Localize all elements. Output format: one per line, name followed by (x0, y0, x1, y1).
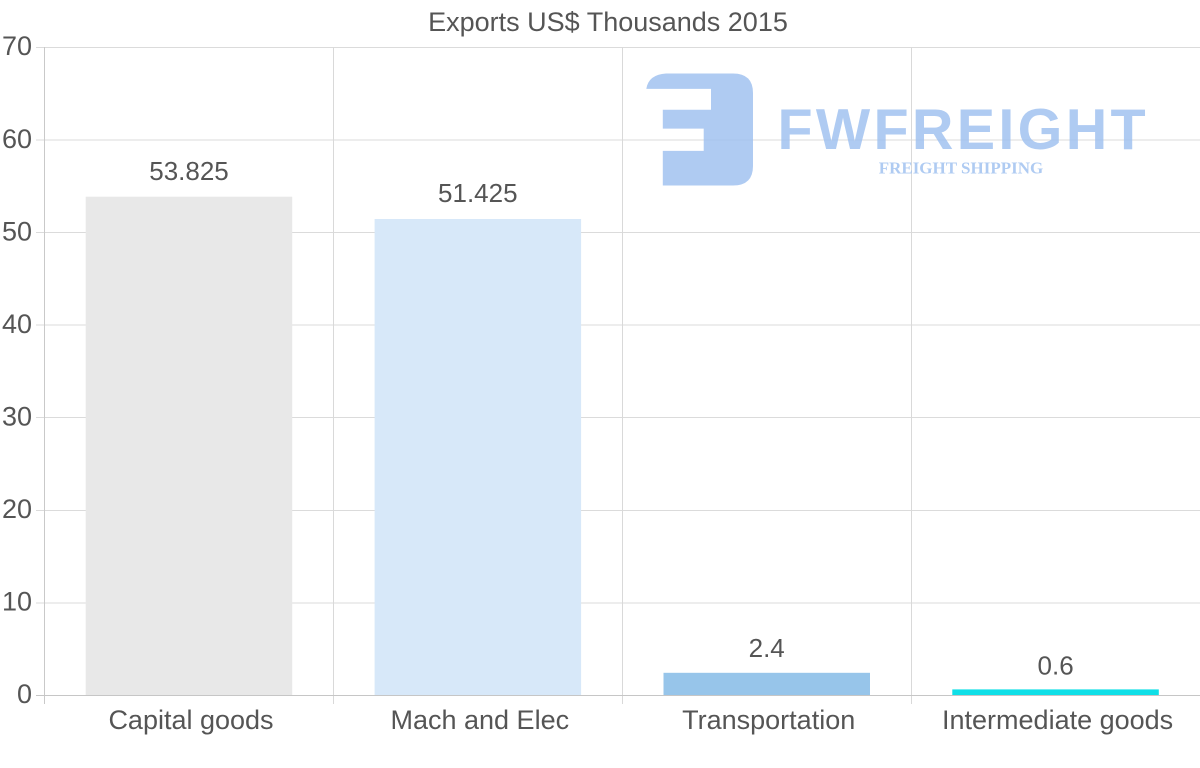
svg-text:10: 10 (2, 587, 32, 617)
svg-text:0.6: 0.6 (1038, 651, 1074, 681)
svg-text:Exports US$ Thousands 2015: Exports US$ Thousands 2015 (428, 7, 788, 37)
svg-text:50: 50 (2, 216, 32, 246)
svg-text:Mach and Elec: Mach and Elec (390, 705, 569, 735)
svg-text:Intermediate goods: Intermediate goods (942, 705, 1173, 735)
svg-text:FREIGHT SHIPPING: FREIGHT SHIPPING (879, 159, 1044, 178)
svg-text:Transportation: Transportation (682, 705, 855, 735)
svg-text:51.425: 51.425 (438, 178, 518, 208)
svg-text:40: 40 (2, 309, 32, 339)
svg-text:53.825: 53.825 (149, 156, 229, 186)
svg-text:0: 0 (17, 679, 32, 709)
svg-text:20: 20 (2, 494, 32, 524)
svg-text:70: 70 (2, 31, 32, 61)
svg-text:Capital goods: Capital goods (108, 705, 273, 735)
svg-text:60: 60 (2, 124, 32, 154)
svg-text:2.4: 2.4 (749, 633, 785, 663)
svg-text:FWFREIGHT: FWFREIGHT (778, 98, 1149, 162)
svg-text:30: 30 (2, 402, 32, 432)
